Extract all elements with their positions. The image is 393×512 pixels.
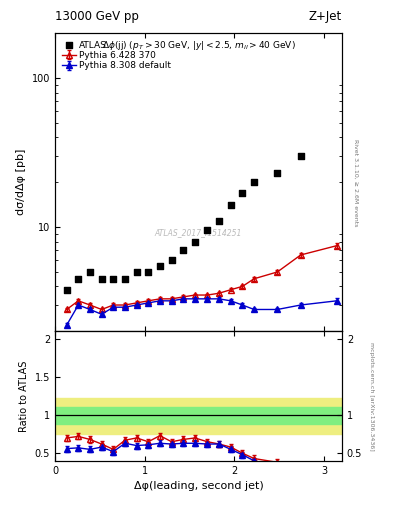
ATLAS (180, 246, 186, 254)
Y-axis label: Rivet 3.1.10, ≥ 2.6M events: Rivet 3.1.10, ≥ 2.6M events (354, 139, 358, 226)
ATLAS (274, 169, 281, 177)
Text: $\Delta\phi$(jj) ($p_T > 30$ GeV, $|y| < 2.5$, $m_{ll} > 40$ GeV): $\Delta\phi$(jj) ($p_T > 30$ GeV, $|y| <… (101, 39, 296, 52)
ATLAS (64, 286, 70, 294)
Y-axis label: mcplots.cern.ch [arXiv:1306.3436]: mcplots.cern.ch [arXiv:1306.3436] (369, 342, 374, 451)
ATLAS (216, 217, 222, 225)
ATLAS (239, 189, 246, 197)
ATLAS (145, 268, 151, 276)
Y-axis label: Ratio to ATLAS: Ratio to ATLAS (19, 360, 29, 432)
ATLAS (157, 262, 163, 270)
ATLAS (192, 238, 198, 246)
ATLAS (169, 256, 175, 264)
Text: ATLAS_2017_I1514251: ATLAS_2017_I1514251 (155, 228, 242, 238)
Legend: ATLAS, Pythia 6.428 370, Pythia 8.308 default: ATLAS, Pythia 6.428 370, Pythia 8.308 de… (59, 38, 174, 73)
ATLAS (122, 274, 128, 283)
X-axis label: Δφ(leading, second jet): Δφ(leading, second jet) (134, 481, 263, 491)
Text: Z+Jet: Z+Jet (309, 10, 342, 23)
ATLAS (110, 274, 116, 283)
Text: 13000 GeV pp: 13000 GeV pp (55, 10, 139, 23)
ATLAS (134, 268, 140, 276)
Y-axis label: dσ/dΔφ [pb]: dσ/dΔφ [pb] (16, 149, 26, 216)
ATLAS (75, 274, 81, 283)
ATLAS (298, 152, 304, 160)
ATLAS (204, 226, 211, 234)
ATLAS (228, 201, 234, 209)
ATLAS (87, 268, 93, 276)
ATLAS (99, 274, 105, 283)
ATLAS (251, 178, 257, 186)
